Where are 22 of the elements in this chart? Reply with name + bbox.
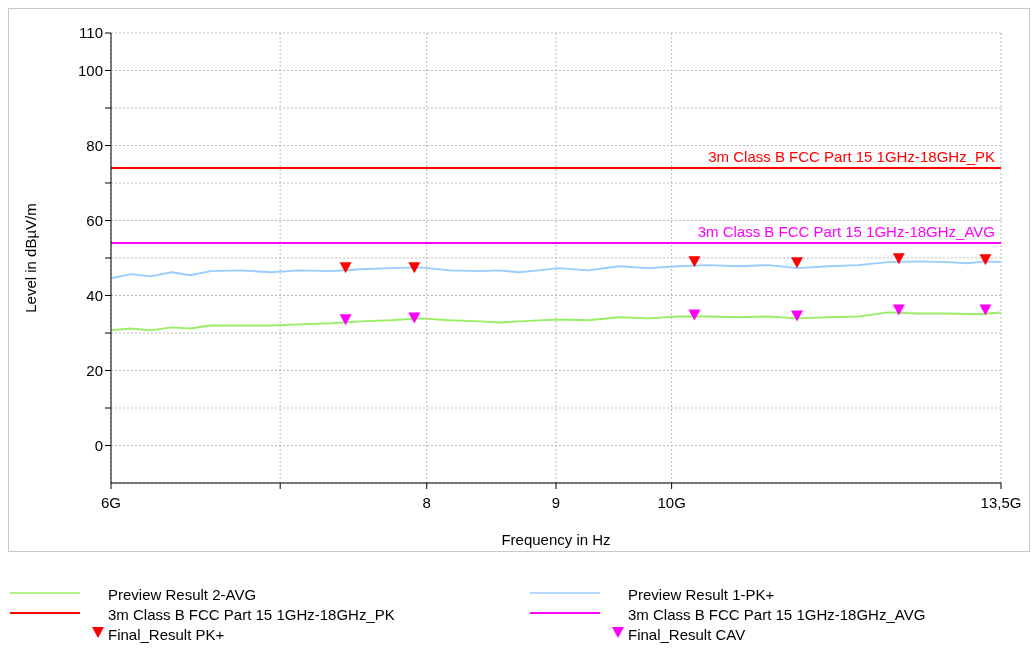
y-tick-label: 110 <box>79 24 103 42</box>
y-tick-label: 60 <box>86 211 103 229</box>
ref-line-label: 3m Class B FCC Part 15 1GHz-18GHz_AVG <box>697 223 995 240</box>
text: 3m Class B FCC Part 15 1GHz-18GHz_PK <box>108 606 395 623</box>
y-tick-label: 80 <box>86 136 103 154</box>
x-tick-label: 13,5G <box>980 493 1022 511</box>
y-tick-label: 100 <box>77 61 103 79</box>
x-tick-label: 9 <box>551 493 561 511</box>
legend-label: Preview Result 2-AVG <box>108 586 257 603</box>
y-tick-label: 40 <box>86 286 103 304</box>
legend-label: Final_Result CAV <box>628 626 746 643</box>
legend-label: Preview Result 1-PK+ <box>628 586 775 603</box>
x-tick-label: 10G <box>657 493 686 511</box>
x-tick-label: 8 <box>422 493 431 511</box>
x-tick-label: 6G <box>100 493 122 511</box>
y-axis-title: Level in dBµV/m <box>22 203 40 313</box>
x-axis-title: Frequency in Hz <box>501 531 611 548</box>
y-tick-label: 20 <box>86 361 103 379</box>
text: 3m Class B FCC Part 15 1GHz-18GHz_AVG <box>628 606 926 623</box>
y-tick-label: 0 <box>94 436 103 454</box>
ref-line-label: 3m Class B FCC Part 15 1GHz-18GHz_PK <box>708 148 995 165</box>
legend-label: Final_Result PK+ <box>108 626 225 643</box>
